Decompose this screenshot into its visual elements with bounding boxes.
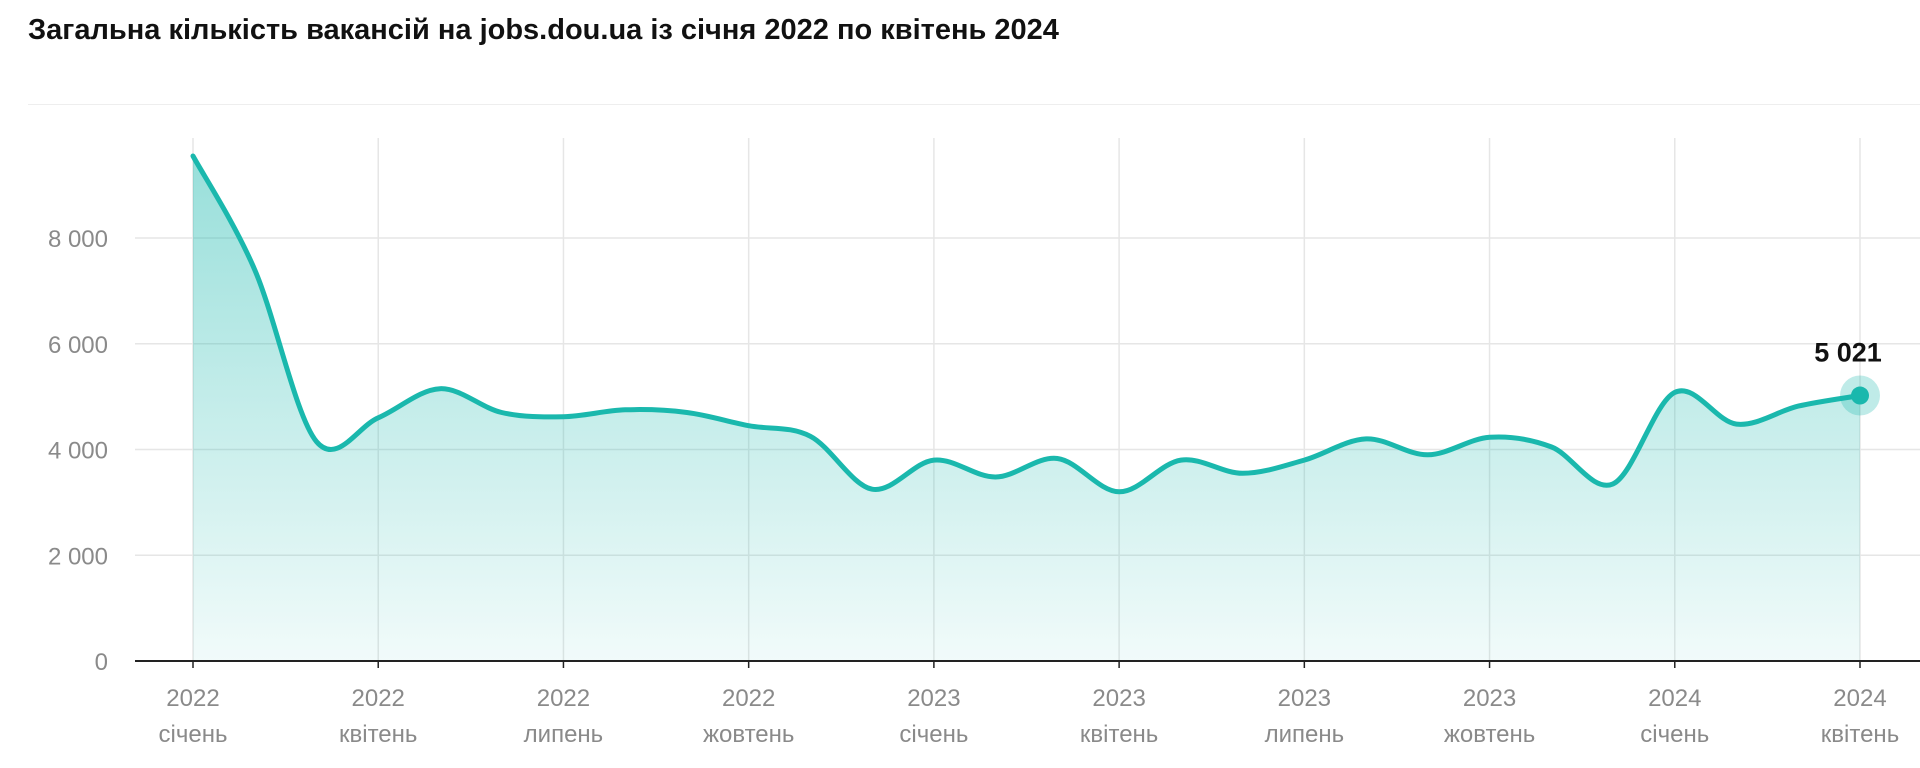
x-tick-year: 2024 — [1648, 685, 1701, 712]
data-point — [1487, 434, 1493, 440]
data-point — [1548, 444, 1554, 450]
data-point — [1610, 481, 1616, 487]
x-tick-month: липень — [1265, 721, 1345, 748]
y-tick-label: 8 000 — [48, 226, 108, 253]
x-tick-year: 2023 — [1092, 685, 1145, 712]
label-layer: 0 2 000 4 000 6 000 8 000 2022 січень 2022 квіте… — [48, 226, 1899, 748]
x-tick-year: 2023 — [1278, 685, 1331, 712]
data-point — [869, 486, 875, 492]
data-point — [314, 439, 320, 445]
x-tick-month: квітень — [1080, 721, 1158, 748]
data-point — [499, 410, 505, 416]
x-tick-year: 2023 — [907, 685, 960, 712]
area-layer — [190, 153, 1863, 661]
data-point — [931, 457, 937, 463]
x-tick-month: жовтень — [703, 721, 794, 748]
x-tick-month: січень — [1640, 721, 1709, 748]
x-tick-year: 2022 — [166, 685, 219, 712]
data-point — [746, 423, 752, 429]
axis-layer — [135, 660, 1920, 668]
data-point — [1178, 457, 1184, 463]
data-point — [1363, 436, 1369, 442]
series-line — [190, 153, 1863, 495]
x-tick-month: жовтень — [1444, 721, 1535, 748]
x-tick-year: 2022 — [537, 685, 590, 712]
data-point — [560, 414, 566, 420]
y-tick-label: 6 000 — [48, 332, 108, 359]
data-point — [684, 410, 690, 416]
y-tick-label: 0 — [95, 649, 108, 676]
data-point — [1301, 457, 1307, 463]
last-value-label: 5 021 — [1814, 338, 1882, 368]
data-point — [252, 267, 258, 273]
data-point — [437, 386, 443, 392]
x-tick-month: січень — [159, 721, 228, 748]
series-area — [193, 156, 1860, 661]
data-point — [1240, 470, 1246, 476]
chart-title: Загальна кількість вакансій на jobs.dou.… — [28, 14, 1059, 46]
data-point — [807, 433, 813, 439]
x-tick-month: липень — [524, 721, 604, 748]
x-tick-year: 2022 — [722, 685, 775, 712]
data-point — [1425, 452, 1431, 458]
data-point — [622, 407, 628, 413]
x-tick-year: 2024 — [1833, 685, 1886, 712]
data-point — [1795, 403, 1801, 409]
y-tick-label: 4 000 — [48, 438, 108, 465]
data-point — [1672, 389, 1678, 395]
x-tick-year: 2022 — [352, 685, 405, 712]
data-point — [993, 474, 999, 480]
data-point — [1734, 421, 1740, 427]
title-divider — [28, 104, 1920, 105]
data-point — [1116, 489, 1122, 495]
x-tick-year: 2023 — [1463, 685, 1516, 712]
data-point — [190, 153, 196, 159]
x-tick-month: квітень — [1821, 721, 1899, 748]
data-point — [375, 415, 381, 421]
x-tick-month: січень — [899, 721, 968, 748]
data-point — [1054, 456, 1060, 462]
y-tick-label: 2 000 — [48, 543, 108, 570]
x-tick-month: квітень — [339, 721, 417, 748]
last-point-marker — [1851, 386, 1869, 405]
